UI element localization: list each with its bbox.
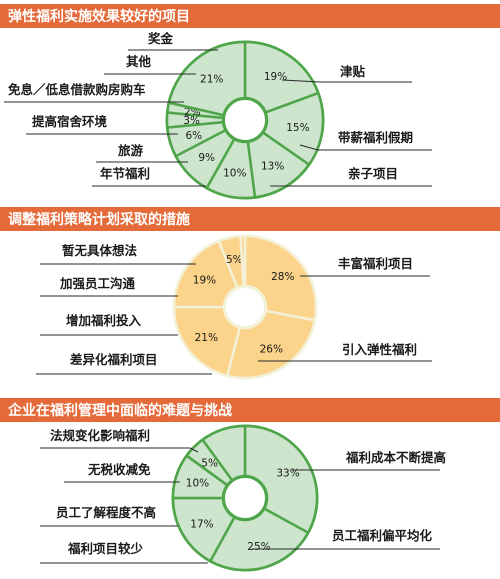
- pie-slice-value: 10%: [186, 478, 209, 490]
- pie-hole: [223, 476, 267, 520]
- pie-slice-value: 25%: [247, 541, 270, 553]
- pie-slice-label: 丰富福利项目: [338, 256, 413, 271]
- pie-slice-label: 员工福利偏平均化: [332, 528, 433, 543]
- leader-line: [189, 447, 199, 453]
- pie-slice-value: 13%: [261, 161, 284, 173]
- pie-slice-value: 26%: [260, 343, 283, 355]
- pie-slice-label: 无税收减免: [87, 462, 151, 477]
- pie-slice-label: 奖金: [148, 31, 174, 46]
- pie-slice-label: 暂无具体想法: [62, 243, 138, 258]
- pie-slice-label: 带薪福利假期: [338, 130, 413, 145]
- pie-slice-label: 增加福利投入: [66, 313, 142, 328]
- pie-slice-value: 5%: [201, 458, 218, 470]
- pie-hole: [224, 286, 266, 328]
- pie-slice-value: 10%: [223, 167, 246, 179]
- pie-hole: [223, 98, 267, 142]
- leader-line: [281, 79, 321, 83]
- pie-slice-value: 21%: [195, 332, 218, 344]
- chart-1-pie: 19%15%13%10%9%6%3%2%21%: [165, 40, 325, 200]
- pie-slice-value: 9%: [198, 152, 215, 164]
- pie-slice-value: 15%: [286, 122, 309, 134]
- pie-slice-label: 年节福利: [100, 166, 150, 181]
- pie-slice-value: 19%: [264, 71, 287, 83]
- chart-1-title: 弹性福利实施效果较好的项目: [8, 8, 190, 25]
- pie-slice-label: 提高宿舍环境: [32, 114, 108, 129]
- pie-slice-value: 19%: [193, 274, 216, 286]
- pie-slice-label: 员工了解程度不高: [56, 505, 156, 520]
- chart-3-title: 企业在福利管理中面临的难题与挑战: [7, 402, 232, 419]
- leader-line: [299, 144, 319, 151]
- pie-slice-value: 17%: [190, 518, 213, 530]
- pie-slice-label: 加强员工沟通: [59, 276, 136, 291]
- chart-2-title: 调整福利策略计划采取的措施: [8, 211, 190, 228]
- pie-slice-label: 津贴: [340, 64, 366, 79]
- pie-slice-label: 福利项目较少: [67, 541, 144, 556]
- pie-slice-label: 差异化福利项目: [69, 352, 158, 367]
- pie-slice-value: 5%: [226, 254, 243, 266]
- pie-slice-value: 21%: [200, 73, 223, 85]
- chart-2: 调整福利策略计划采取的措施 28% 26% 21% 19% 5% 丰富福利项目引入弹性福…: [0, 207, 500, 380]
- pie-slice-label: 旅游: [117, 143, 144, 158]
- chart-2-pie: 28% 26% 21% 19% 5%: [172, 234, 318, 380]
- chart-1-title-bar: [0, 4, 500, 28]
- pie-slice-label: 法规变化影响福利: [50, 428, 150, 443]
- pie-slice-value: 6%: [186, 130, 203, 142]
- pie-slice-label: 引入弹性福利: [342, 342, 417, 357]
- pie-slice-label: 免息／低息借款购房购车: [8, 82, 146, 97]
- pie-slice-value: 3%: [183, 115, 200, 127]
- pie-slice-label: 福利成本不断提高: [345, 450, 446, 465]
- pie-slice-label: 其他: [126, 54, 152, 69]
- chart-2-title-bar: [0, 207, 500, 231]
- pie-slice-value: 33%: [276, 468, 299, 480]
- chart-1: 弹性福利实施效果较好的项目 19%15%13%10%9%6%3%2%21% 津贴…: [0, 4, 500, 200]
- pie-slice-label: 亲子项目: [348, 166, 398, 181]
- chart-3-pie: 33% 25% 17% 10% 5%: [171, 424, 319, 572]
- pie-slice-value: 28%: [271, 271, 294, 283]
- chart-3-title-bar: [0, 398, 500, 422]
- chart-3: 企业在福利管理中面临的难题与挑战 33% 25% 17% 10% 5% 福利成本不断提高…: [0, 398, 500, 572]
